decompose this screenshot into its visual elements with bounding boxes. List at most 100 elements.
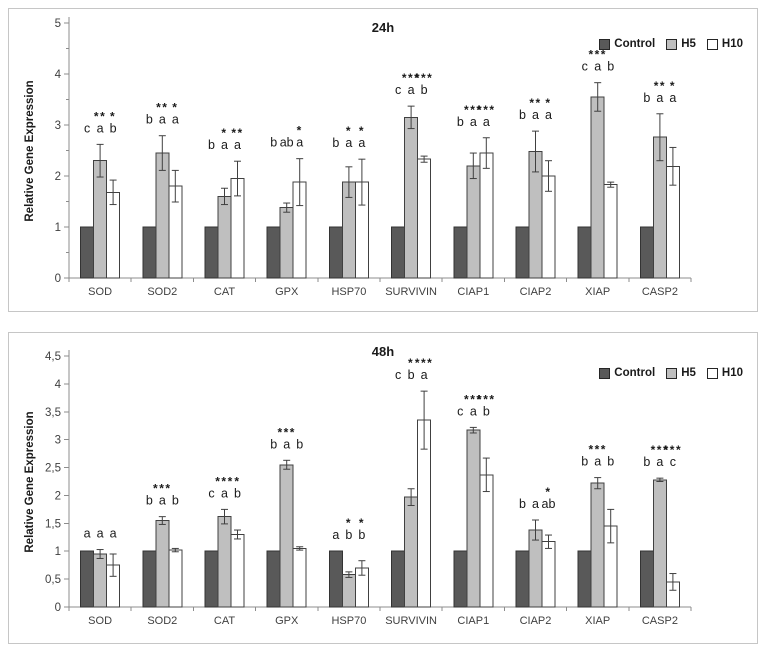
y-axis-label-24h: Relative Gene Expression bbox=[24, 80, 36, 222]
sig-letter: a bbox=[332, 528, 339, 542]
x-category-label: XIAP bbox=[585, 286, 610, 298]
bar-48h-CAT-H10 bbox=[230, 533, 245, 608]
bar-48h-CIAP2-Control bbox=[515, 550, 530, 608]
bar-24h-CAT-H5 bbox=[217, 195, 232, 279]
sig-stars: *** bbox=[464, 103, 483, 117]
sig-stars: *** bbox=[402, 71, 421, 85]
bar-24h-SURVIVIN-H10 bbox=[417, 158, 432, 279]
bar-24h-GPX-H5 bbox=[279, 207, 294, 279]
sig-stars: *** bbox=[415, 356, 434, 370]
sig-letter: c bbox=[457, 404, 463, 418]
legend-item-h10: H10 bbox=[706, 367, 743, 379]
y-tick-label: 5 bbox=[55, 18, 61, 30]
y-tick-label: 2 bbox=[55, 171, 61, 183]
sig-letter: b bbox=[457, 115, 464, 129]
sig-letter: b bbox=[270, 437, 277, 451]
sig-letter: a bbox=[594, 60, 601, 74]
x-category-label: XIAP bbox=[585, 615, 610, 627]
sig-letter: b bbox=[519, 497, 526, 511]
sig-letter: b bbox=[146, 113, 153, 127]
sig-stars: * bbox=[359, 124, 365, 138]
bar-48h-SURVIVIN-Control bbox=[391, 550, 406, 608]
sig-letter: a bbox=[97, 527, 104, 541]
sig-stars: *** bbox=[464, 392, 483, 406]
sig-letter: b bbox=[483, 404, 490, 418]
bar-48h-XIAP-Control bbox=[577, 550, 592, 608]
sig-letter: b bbox=[208, 138, 215, 152]
bar-24h-XIAP-H10 bbox=[603, 184, 618, 279]
sig-letter: b bbox=[270, 136, 277, 150]
legend-item-control: Control bbox=[599, 367, 655, 379]
sig-letter: a bbox=[110, 527, 117, 541]
y-tick-label: 3 bbox=[55, 120, 61, 132]
sig-letter: b bbox=[607, 60, 614, 74]
y-tick-label: 2 bbox=[55, 490, 61, 502]
sig-stars: *** bbox=[664, 443, 683, 457]
bar-48h-SOD2-H10 bbox=[168, 549, 183, 608]
sig-letter: a bbox=[172, 113, 179, 127]
sig-letter: c bbox=[395, 83, 401, 97]
x-category-label: CIAP2 bbox=[520, 286, 552, 298]
sig-stars: ** bbox=[231, 126, 243, 140]
x-category-label: GPX bbox=[275, 615, 299, 627]
sig-stars: * bbox=[234, 474, 240, 488]
bar-48h-CIAP1-H10 bbox=[479, 474, 494, 608]
y-tick-label: 4,5 bbox=[45, 351, 61, 363]
sig-letter: a bbox=[470, 115, 477, 129]
legend-label-h10: H10 bbox=[721, 38, 743, 50]
sig-letter: b bbox=[421, 83, 428, 97]
sig-letter: a bbox=[656, 455, 663, 469]
h10-swatch-icon bbox=[706, 38, 718, 50]
sig-letter: a bbox=[159, 494, 166, 508]
bar-24h-SOD2-Control bbox=[142, 226, 157, 279]
sig-letter: b bbox=[643, 91, 650, 105]
sig-stars: * bbox=[545, 485, 551, 499]
x-category-label: CAT bbox=[214, 615, 235, 627]
legend-48h: Control H5 H10 bbox=[599, 367, 743, 379]
bar-48h-CASP2-H5 bbox=[652, 479, 667, 608]
bar-24h-SOD-H10 bbox=[106, 191, 121, 279]
bar-24h-CIAP1-H10 bbox=[479, 152, 494, 279]
x-category-label: SOD2 bbox=[147, 286, 177, 298]
sig-letter: b bbox=[408, 368, 415, 382]
sig-letter: a bbox=[296, 136, 303, 150]
legend-item-control: Control bbox=[599, 38, 655, 50]
x-category-label: CIAP1 bbox=[457, 615, 489, 627]
bar-24h-CIAP1-Control bbox=[453, 226, 468, 279]
sig-stars: * bbox=[346, 516, 352, 530]
sig-letter: b bbox=[519, 108, 526, 122]
bar-48h-SOD-H5 bbox=[93, 553, 108, 608]
sig-letter: c bbox=[208, 486, 214, 500]
bar-24h-XIAP-H5 bbox=[590, 96, 605, 279]
bar-24h-SOD2-H5 bbox=[155, 152, 170, 279]
sig-letter: a bbox=[97, 121, 104, 135]
y-tick-label: 3 bbox=[55, 435, 61, 447]
x-category-label: SURVIVIN bbox=[385, 286, 437, 298]
bar-48h-GPX-Control bbox=[266, 550, 281, 608]
sig-letter: a bbox=[345, 136, 352, 150]
x-category-label: HSP70 bbox=[331, 286, 366, 298]
sig-letter: a bbox=[532, 497, 539, 511]
bar-24h-CIAP1-H5 bbox=[466, 165, 481, 279]
bar-48h-GPX-H5 bbox=[279, 464, 294, 608]
sig-letter: a bbox=[483, 115, 490, 129]
sig-stars: *** bbox=[415, 71, 434, 85]
sig-stars: * bbox=[359, 516, 365, 530]
bar-24h-GPX-Control bbox=[266, 226, 281, 279]
sig-stars: *** bbox=[215, 474, 234, 488]
sig-letter: ab bbox=[280, 136, 294, 150]
sig-letter: c bbox=[84, 121, 90, 135]
sig-letter: b bbox=[332, 136, 339, 150]
sig-stars: * bbox=[297, 124, 303, 138]
sig-letter: a bbox=[532, 108, 539, 122]
legend-label-h5: H5 bbox=[681, 367, 696, 379]
x-category-label: CAT bbox=[214, 286, 235, 298]
h10-swatch-icon bbox=[706, 367, 718, 379]
x-category-label: SOD bbox=[88, 286, 112, 298]
sig-letter: a bbox=[221, 486, 228, 500]
x-category-label: SOD bbox=[88, 615, 112, 627]
sig-letter: c bbox=[670, 455, 676, 469]
bar-24h-CAT-Control bbox=[204, 226, 219, 279]
